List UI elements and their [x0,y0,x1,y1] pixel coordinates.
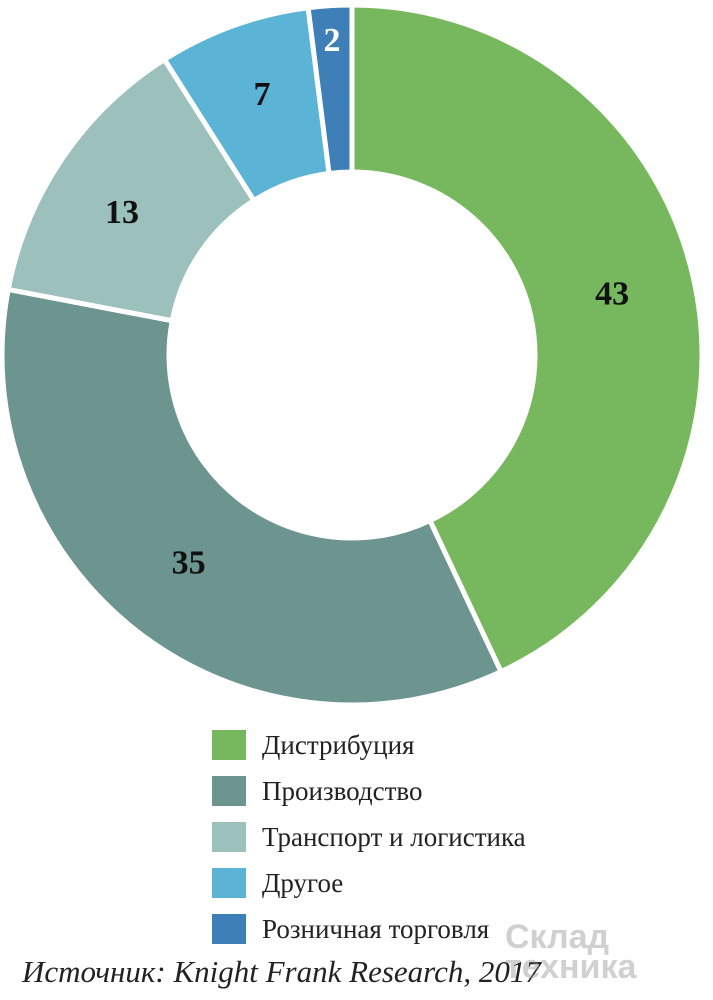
data-label-distribution: 43 [595,276,629,313]
slice-distribution [349,2,705,676]
legend-item-distribution: Дистрибуция [212,722,526,768]
legend-label-transport: Транспорт и логистика [262,821,526,852]
legend-label-other: Другое [262,867,344,898]
data-label-retail: 2 [324,22,341,59]
legend-swatch-retail [212,914,246,944]
legend-item-production: Производство [212,768,526,814]
data-label-production: 35 [172,544,206,581]
data-label-transport: 13 [105,194,139,231]
data-label-other: 7 [254,76,271,113]
watermark-line-2: техника [505,948,637,986]
watermark-logo: Склад техника [505,918,637,986]
slice-production [0,286,505,708]
legend-swatch-other [212,868,246,898]
legend-item-retail: Розничная торговля [212,906,526,952]
legend: Дистрибуция Производство Транспорт и лог… [212,722,526,952]
donut-chart: 43 35 13 7 2 [0,2,705,708]
legend-label-distribution: Дистрибуция [262,729,415,760]
legend-swatch-production [212,776,246,806]
legend-swatch-distribution [212,730,246,760]
legend-swatch-transport [212,822,246,852]
legend-label-retail: Розничная торговля [262,913,490,944]
slice-retail [305,2,355,177]
legend-item-transport: Транспорт и логистика [212,814,526,860]
legend-item-other: Другое [212,860,526,906]
legend-label-production: Производство [262,775,423,806]
slice-transport [5,56,258,324]
watermark-line-1: Склад [505,918,610,956]
source-note: Источник: Knight Frank Research, 2017 [22,954,541,989]
